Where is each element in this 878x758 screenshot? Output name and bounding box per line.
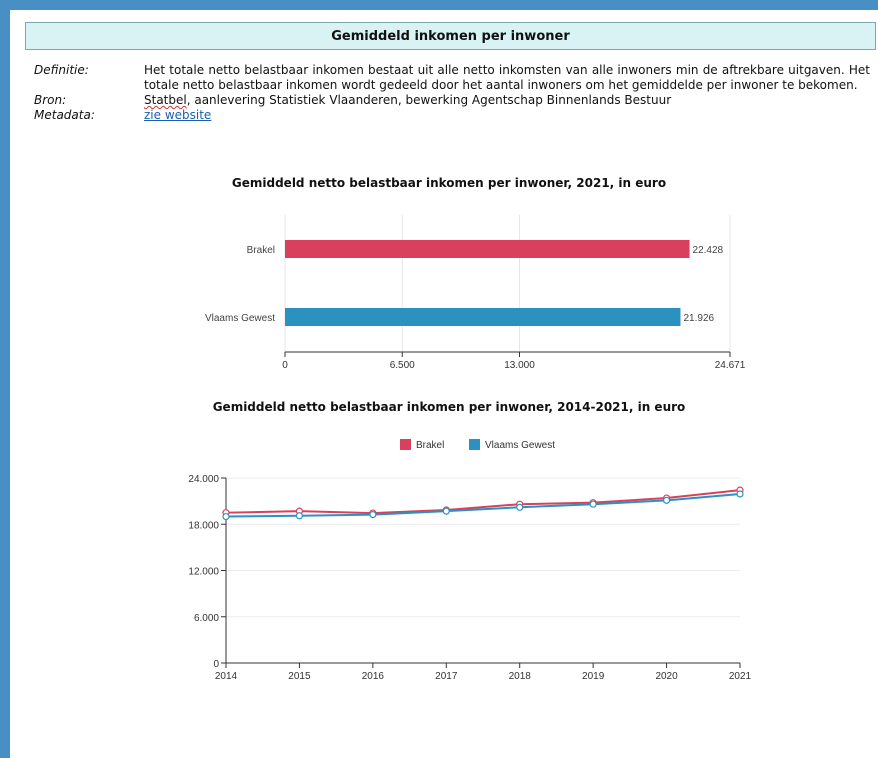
- data-point: [662, 496, 671, 504]
- source-label: Bron:: [34, 93, 67, 107]
- source-text: Statbel, aanlevering Statistiek Vlaander…: [144, 93, 870, 108]
- bar-x-tick-label: 6.500: [390, 360, 415, 370]
- legend-label: Brakel: [416, 440, 444, 451]
- data-point: [295, 512, 304, 520]
- definition-row: Definitie: Het totale netto belastbaar i…: [34, 63, 870, 93]
- bar-x-tick-label: 13.000: [504, 360, 535, 370]
- line-y-tick-label: 0: [213, 659, 219, 670]
- data-point: [736, 490, 744, 498]
- bar-value-label: 21.926: [683, 313, 714, 324]
- data-point: [589, 500, 597, 508]
- line-x-tick-label: 2014: [215, 671, 238, 682]
- metadata-value: zie website: [144, 108, 870, 123]
- line-chart-title: Gemiddeld netto belastbaar inkomen per i…: [213, 400, 686, 414]
- line-x-tick-label: 2015: [288, 671, 311, 682]
- data-point: [516, 503, 524, 511]
- line-y-tick-label: 24.000: [188, 474, 219, 485]
- line-x-tick-label: 2021: [729, 671, 752, 682]
- bar-category-label: Vlaams Gewest: [205, 313, 275, 324]
- legend-swatch: [469, 439, 480, 450]
- source-name: Statbel: [144, 93, 187, 107]
- bar-chart: Gemiddeld netto belastbaar inkomen per i…: [205, 176, 746, 370]
- metadata-block: Definitie: Het totale netto belastbaar i…: [34, 63, 870, 123]
- data-point: [369, 511, 377, 519]
- bar-x-tick-label: 0: [282, 360, 288, 370]
- line-y-tick-label: 6.000: [194, 613, 219, 624]
- metadata-label: Metadata:: [34, 108, 95, 122]
- line-y-tick-label: 18.000: [188, 520, 219, 531]
- definition-label: Definitie:: [34, 63, 89, 77]
- data-point: [222, 512, 230, 521]
- bar: [285, 308, 681, 326]
- website-link[interactable]: zie website: [144, 108, 212, 122]
- series-line: [225, 489, 741, 515]
- source-detail: , aanlevering Statistiek Vlaanderen, bew…: [186, 93, 672, 107]
- source-row: Bron: Statbel, aanlevering Statistiek Vl…: [34, 93, 870, 108]
- line-x-tick-label: 2018: [509, 671, 532, 682]
- line-chart: Gemiddeld netto belastbaar inkomen per i…: [188, 400, 752, 682]
- bar: [285, 240, 690, 258]
- line-y-tick-label: 12.000: [188, 567, 219, 578]
- legend-swatch: [400, 439, 411, 450]
- series-line: [225, 492, 741, 518]
- page: Gemiddeld inkomen per inwoner Definitie:…: [10, 10, 878, 758]
- bar-category-label: Brakel: [247, 245, 275, 256]
- data-point: [442, 507, 450, 515]
- bar-chart-title: Gemiddeld netto belastbaar inkomen per i…: [232, 176, 666, 190]
- line-x-tick-label: 2017: [435, 671, 458, 682]
- definition-text: Het totale netto belastbaar inkomen best…: [144, 63, 870, 92]
- metadata-row: Metadata: zie website: [34, 108, 870, 123]
- legend-label: Vlaams Gewest: [485, 440, 555, 451]
- line-x-tick-label: 2019: [582, 671, 605, 682]
- line-x-tick-label: 2020: [655, 671, 678, 682]
- line-x-tick-label: 2016: [362, 671, 385, 682]
- bar-x-tick-label: 24.671: [715, 360, 746, 370]
- page-title: Gemiddeld inkomen per inwoner: [25, 22, 876, 50]
- bar-value-label: 22.428: [693, 245, 724, 256]
